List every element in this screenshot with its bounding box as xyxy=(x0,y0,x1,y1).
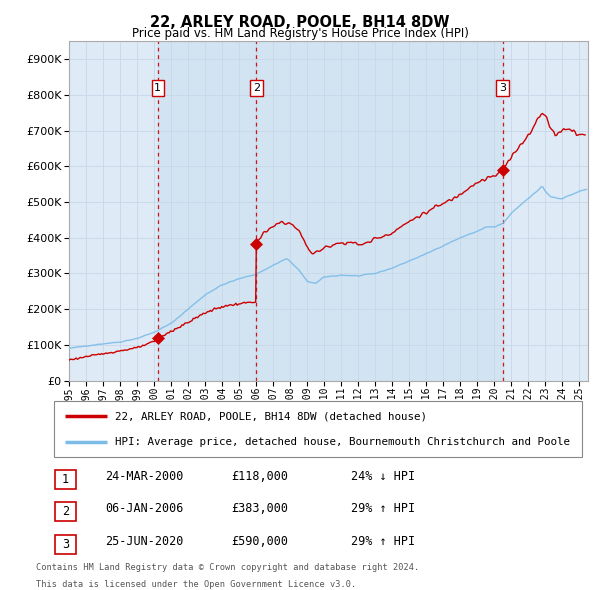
FancyBboxPatch shape xyxy=(55,535,76,554)
Text: 1: 1 xyxy=(62,473,69,486)
Bar xyxy=(256,41,503,381)
Text: 3: 3 xyxy=(62,537,69,551)
Text: 24% ↓ HPI: 24% ↓ HPI xyxy=(351,470,415,483)
Text: 3: 3 xyxy=(499,83,506,93)
Text: 29% ↑ HPI: 29% ↑ HPI xyxy=(351,535,415,548)
Bar xyxy=(158,41,256,381)
Text: £590,000: £590,000 xyxy=(231,535,288,548)
Text: 22, ARLEY ROAD, POOLE, BH14 8DW: 22, ARLEY ROAD, POOLE, BH14 8DW xyxy=(150,15,450,30)
Text: Contains HM Land Registry data © Crown copyright and database right 2024.: Contains HM Land Registry data © Crown c… xyxy=(36,563,419,572)
Text: Price paid vs. HM Land Registry's House Price Index (HPI): Price paid vs. HM Land Registry's House … xyxy=(131,27,469,40)
Text: HPI: Average price, detached house, Bournemouth Christchurch and Poole: HPI: Average price, detached house, Bour… xyxy=(115,437,570,447)
Text: 2: 2 xyxy=(62,505,69,519)
Text: 1: 1 xyxy=(154,83,161,93)
Text: 24-MAR-2000: 24-MAR-2000 xyxy=(105,470,184,483)
Text: This data is licensed under the Open Government Licence v3.0.: This data is licensed under the Open Gov… xyxy=(36,580,356,589)
Text: 22, ARLEY ROAD, POOLE, BH14 8DW (detached house): 22, ARLEY ROAD, POOLE, BH14 8DW (detache… xyxy=(115,411,427,421)
Text: 2: 2 xyxy=(253,83,260,93)
Text: 25-JUN-2020: 25-JUN-2020 xyxy=(105,535,184,548)
Text: £383,000: £383,000 xyxy=(231,502,288,516)
Text: 29% ↑ HPI: 29% ↑ HPI xyxy=(351,502,415,516)
Text: 06-JAN-2006: 06-JAN-2006 xyxy=(105,502,184,516)
FancyBboxPatch shape xyxy=(55,470,76,489)
FancyBboxPatch shape xyxy=(54,401,582,457)
FancyBboxPatch shape xyxy=(55,502,76,522)
Text: £118,000: £118,000 xyxy=(231,470,288,483)
